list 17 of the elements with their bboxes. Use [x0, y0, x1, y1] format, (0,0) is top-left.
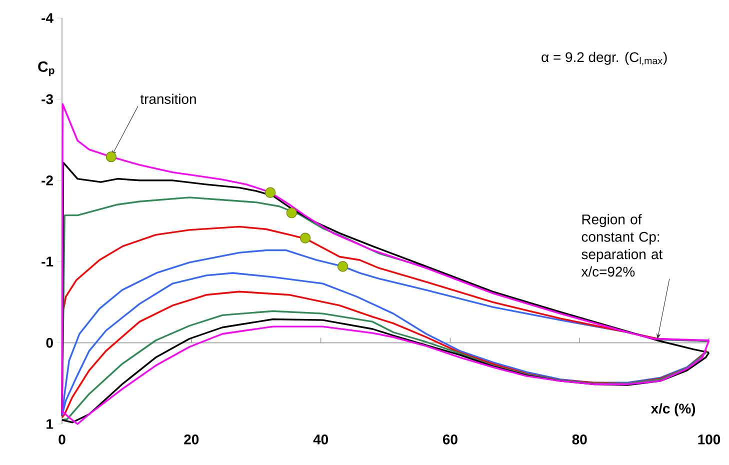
- y-tick-label: -2: [42, 176, 53, 186]
- y-tick-label: 0: [46, 338, 53, 348]
- annotation: α = 9.2 degr. (C$_{l,max}$): [542, 52, 667, 66]
- y-tick-label: -4: [42, 13, 54, 23]
- y-tick-label: -3: [42, 94, 53, 104]
- x-tick-label: 100: [698, 434, 720, 444]
- annotation: Region of constant Cp: separation at x/c=92%: [581, 214, 663, 277]
- x-tick-label: 40: [313, 434, 328, 444]
- y-axis-title: C$_{p}$: [38, 61, 54, 76]
- y-tick-label: 1: [46, 419, 54, 429]
- x-axis-title: x/c (%): [650, 403, 696, 416]
- x-tick-label: 80: [572, 434, 587, 444]
- x-tick-label: 60: [442, 434, 458, 444]
- x-tick-label: 0: [58, 434, 66, 444]
- annotation: transition: [140, 94, 196, 104]
- x-tick-label: 20: [184, 434, 199, 444]
- y-tick-label: -1: [42, 256, 54, 266]
